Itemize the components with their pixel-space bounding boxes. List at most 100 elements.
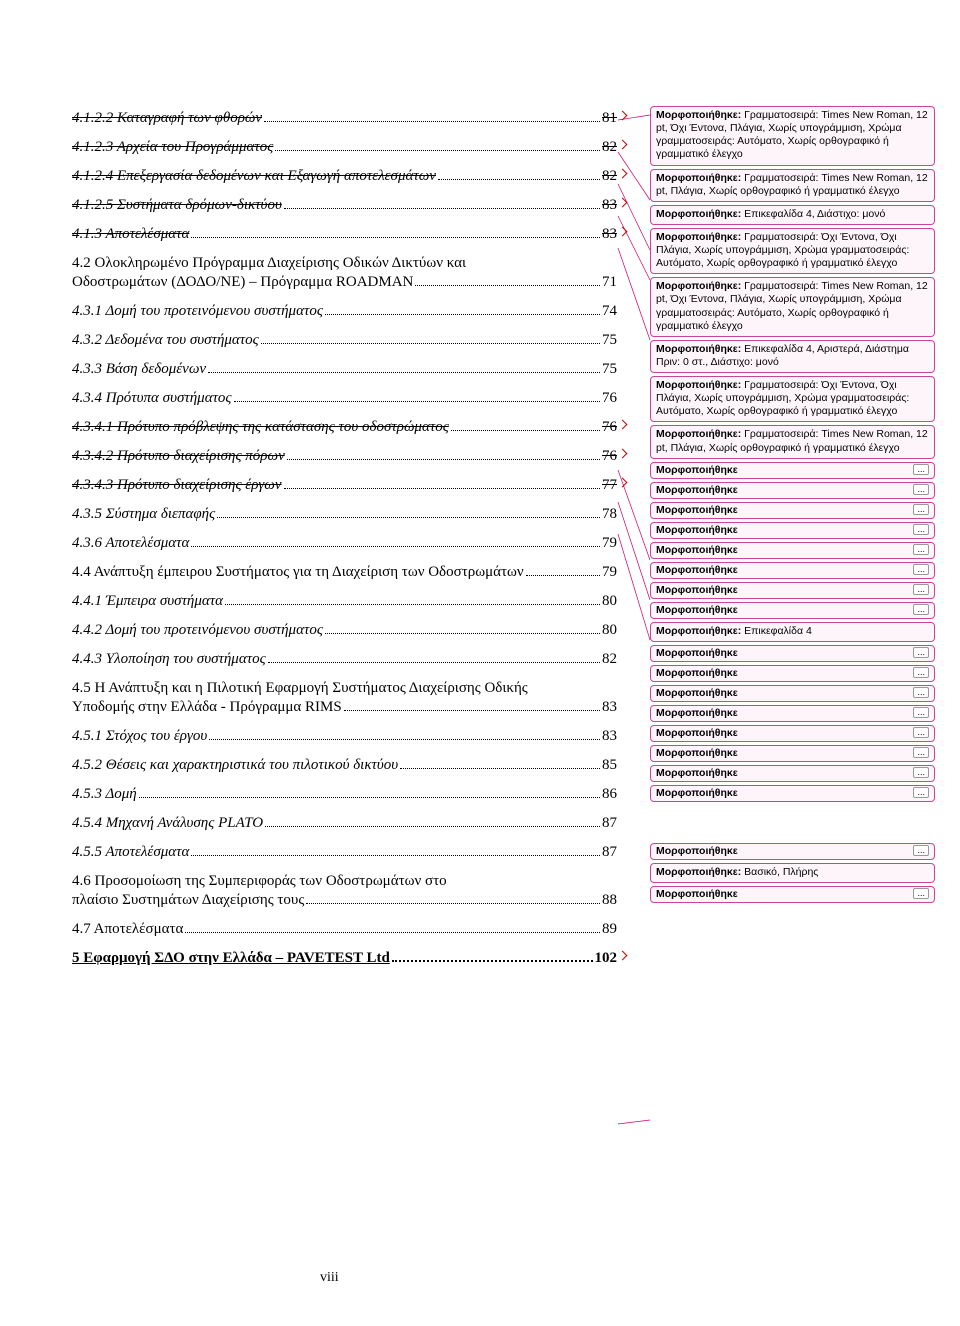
format-balloon-collapsed: Μορφοποιήθηκε... bbox=[650, 522, 935, 539]
toc-title: 4.3.2 Δεδομένα του συστήματος bbox=[72, 332, 259, 349]
connector-line bbox=[618, 1120, 650, 1124]
change-marker-icon bbox=[619, 421, 625, 431]
expand-button[interactable]: ... bbox=[913, 584, 929, 595]
expand-button[interactable]: ... bbox=[913, 767, 929, 778]
expand-button[interactable]: ... bbox=[913, 687, 929, 698]
change-marker-icon bbox=[619, 141, 625, 151]
format-balloon-collapsed: Μορφοποιήθηκε... bbox=[650, 665, 935, 682]
balloon-label: Μορφοποιήθηκε: bbox=[656, 208, 741, 220]
page-footer: viii bbox=[320, 1270, 339, 1286]
balloon-label: Μορφοποιήθηκε bbox=[656, 707, 738, 719]
toc-leader bbox=[234, 401, 600, 402]
toc-leader bbox=[392, 960, 593, 962]
toc-leader bbox=[306, 903, 600, 904]
toc-entry: 4.1.2.5 Συστήματα δρόμων-δικτύου83 bbox=[72, 197, 617, 214]
toc-title: 4.4.2 Δομή του προτεινόμενου συστήματος bbox=[72, 622, 323, 639]
format-balloon: Μορφοποιήθηκε: Επικεφαλίδα 4, Αριστερά, … bbox=[650, 340, 935, 373]
expand-button[interactable]: ... bbox=[913, 707, 929, 718]
format-balloon: Μορφοποιήθηκε: Επικεφαλίδα 4 bbox=[650, 622, 935, 642]
toc-leader bbox=[261, 343, 600, 344]
expand-button[interactable]: ... bbox=[913, 787, 929, 798]
toc-title: 4.3.4.3 Πρότυπο διαχείρισης έργων bbox=[72, 477, 282, 494]
toc-entry: 4.3.4.1 Πρότυπο πρόβλεψης της κατάστασης… bbox=[72, 419, 617, 436]
format-balloon: Μορφοποιήθηκε: Γραμματοσειρά: Times New … bbox=[650, 106, 935, 166]
expand-button[interactable]: ... bbox=[913, 888, 929, 899]
expand-button[interactable]: ... bbox=[913, 727, 929, 738]
toc-page: 80 bbox=[602, 622, 617, 639]
expand-button[interactable]: ... bbox=[913, 564, 929, 575]
expand-button[interactable]: ... bbox=[913, 845, 929, 856]
toc-entry: 4.1.2.3 Αρχεία του Προγράμματος82 bbox=[72, 139, 617, 156]
toc-entry: 4.4.2 Δομή του προτεινόμενου συστήματος 8… bbox=[72, 622, 617, 639]
toc-entry: 4.3.4 Πρότυπα συστήματος 76 bbox=[72, 390, 617, 407]
format-balloon: Μορφοποιήθηκε: Γραμματοσειρά: Όχι Έντονα… bbox=[650, 228, 935, 274]
toc-title: 4.1.2.2 Καταγραφή των φθορών bbox=[72, 110, 262, 127]
toc-title: 4.7 Αποτελέσματα bbox=[72, 921, 183, 938]
toc-title: 4.1.2.4 Επεξεργασία δεδομένων και Εξαγωγ… bbox=[72, 168, 436, 185]
format-balloon-collapsed: Μορφοποιήθηκε... bbox=[650, 785, 935, 802]
format-balloon-collapsed: Μορφοποιήθηκε... bbox=[650, 843, 935, 860]
toc-page: 81 bbox=[602, 110, 617, 127]
balloon-label: Μορφοποιήθηκε: bbox=[656, 109, 741, 121]
toc-page: 83 bbox=[602, 197, 617, 214]
balloon-label: Μορφοποιήθηκε bbox=[656, 747, 738, 759]
toc-entry: 4.5.5 Αποτελέσματα87 bbox=[72, 844, 617, 861]
format-balloon-collapsed: Μορφοποιήθηκε... bbox=[650, 705, 935, 722]
toc-title: 4.3.4 Πρότυπα συστήματος bbox=[72, 390, 232, 407]
expand-button[interactable]: ... bbox=[913, 524, 929, 535]
toc-page: 77 bbox=[602, 477, 617, 494]
balloon-label: Μορφοποιήθηκε: bbox=[656, 231, 741, 243]
format-balloon-collapsed: Μορφοποιήθηκε... bbox=[650, 645, 935, 662]
toc-entry: πλαίσιο Συστημάτων Διαχείρισης τους 88 bbox=[72, 892, 617, 909]
toc-leader bbox=[344, 710, 600, 711]
balloon-label: Μορφοποιήθηκε: bbox=[656, 172, 741, 184]
expand-button[interactable]: ... bbox=[913, 747, 929, 758]
toc-page: 76 bbox=[602, 390, 617, 407]
toc-entry: 4.3.6 Αποτελέσματα79 bbox=[72, 535, 617, 552]
toc-leader bbox=[284, 488, 600, 489]
connector-line bbox=[618, 248, 650, 340]
toc-entry: 4.1.2.2 Καταγραφή των φθορών 81 bbox=[72, 110, 617, 127]
balloon-label: Μορφοποιήθηκε bbox=[656, 504, 738, 516]
change-marker-icon bbox=[619, 170, 625, 180]
toc-title: 4.5.4 Μηχανή Ανάλυσης PLATO bbox=[72, 815, 263, 832]
toc-page: 80 bbox=[602, 593, 617, 610]
toc-entry: 4.3.3 Βάση δεδομένων75 bbox=[72, 361, 617, 378]
expand-button[interactable]: ... bbox=[913, 604, 929, 615]
balloon-label: Μορφοποιήθηκε bbox=[656, 524, 738, 536]
toc-title: 4.6 Προσομοίωση της Συμπεριφοράς των Οδο… bbox=[72, 873, 447, 890]
toc-entry: Υποδομής στην Ελλάδα - Πρόγραμμα RIMS 83 bbox=[72, 699, 617, 716]
balloons-container: Μορφοποιήθηκε: Γραμματοσειρά: Times New … bbox=[650, 106, 935, 906]
toc-entry: Οδοστρωμάτων (ΔΟΔΟ/ΝΕ) – Πρόγραμμα ROADM… bbox=[72, 274, 617, 291]
balloon-label: Μορφοποιήθηκε: bbox=[656, 625, 741, 637]
toc-title: 4.5 Η Ανάπτυξη και η Πιλοτική Εφαρμογή Σ… bbox=[72, 680, 528, 697]
toc-page: 86 bbox=[602, 786, 617, 803]
expand-button[interactable]: ... bbox=[913, 464, 929, 475]
expand-button[interactable]: ... bbox=[913, 484, 929, 495]
format-balloon-collapsed: Μορφοποιήθηκε... bbox=[650, 745, 935, 762]
format-balloon: Μορφοποιήθηκε: Επικεφαλίδα 4, Διάστιχο: … bbox=[650, 205, 935, 225]
toc-page: 79 bbox=[602, 564, 617, 581]
toc-leader bbox=[265, 826, 600, 827]
toc-title: 4.3.1 Δομή του προτεινόμενου συστήματος bbox=[72, 303, 323, 320]
toc-leader bbox=[400, 768, 600, 769]
balloon-label: Μορφοποιήθηκε: bbox=[656, 280, 741, 292]
balloon-label: Μορφοποιήθηκε bbox=[656, 484, 738, 496]
toc-title: 5 Εφαρμογή ΣΔΟ στην Ελλάδα – PAVETEST Lt… bbox=[72, 950, 390, 967]
balloon-label: Μορφοποιήθηκε bbox=[656, 727, 738, 739]
format-balloon-collapsed: Μορφοποιήθηκε... bbox=[650, 765, 935, 782]
balloon-text: Βασικό, Πλήρης bbox=[741, 866, 818, 878]
expand-button[interactable]: ... bbox=[913, 544, 929, 555]
toc-entry: 4.1.2.4 Επεξεργασία δεδομένων και Εξαγωγ… bbox=[72, 168, 617, 185]
toc-page: 76 bbox=[602, 419, 617, 436]
format-balloon: Μορφοποιήθηκε: Γραμματοσειρά: Όχι Έντονα… bbox=[650, 376, 935, 422]
toc-page: 87 bbox=[602, 815, 617, 832]
toc-title: 4.4.3 Υλοποίηση του συστήματος bbox=[72, 651, 266, 668]
expand-button[interactable]: ... bbox=[913, 647, 929, 658]
toc-page: 78 bbox=[602, 506, 617, 523]
format-balloon-collapsed: Μορφοποιήθηκε... bbox=[650, 582, 935, 599]
expand-button[interactable]: ... bbox=[913, 667, 929, 678]
toc-entry: 4.3.4.3 Πρότυπο διαχείρισης έργων 77 bbox=[72, 477, 617, 494]
expand-button[interactable]: ... bbox=[913, 504, 929, 515]
toc-leader bbox=[191, 237, 600, 238]
